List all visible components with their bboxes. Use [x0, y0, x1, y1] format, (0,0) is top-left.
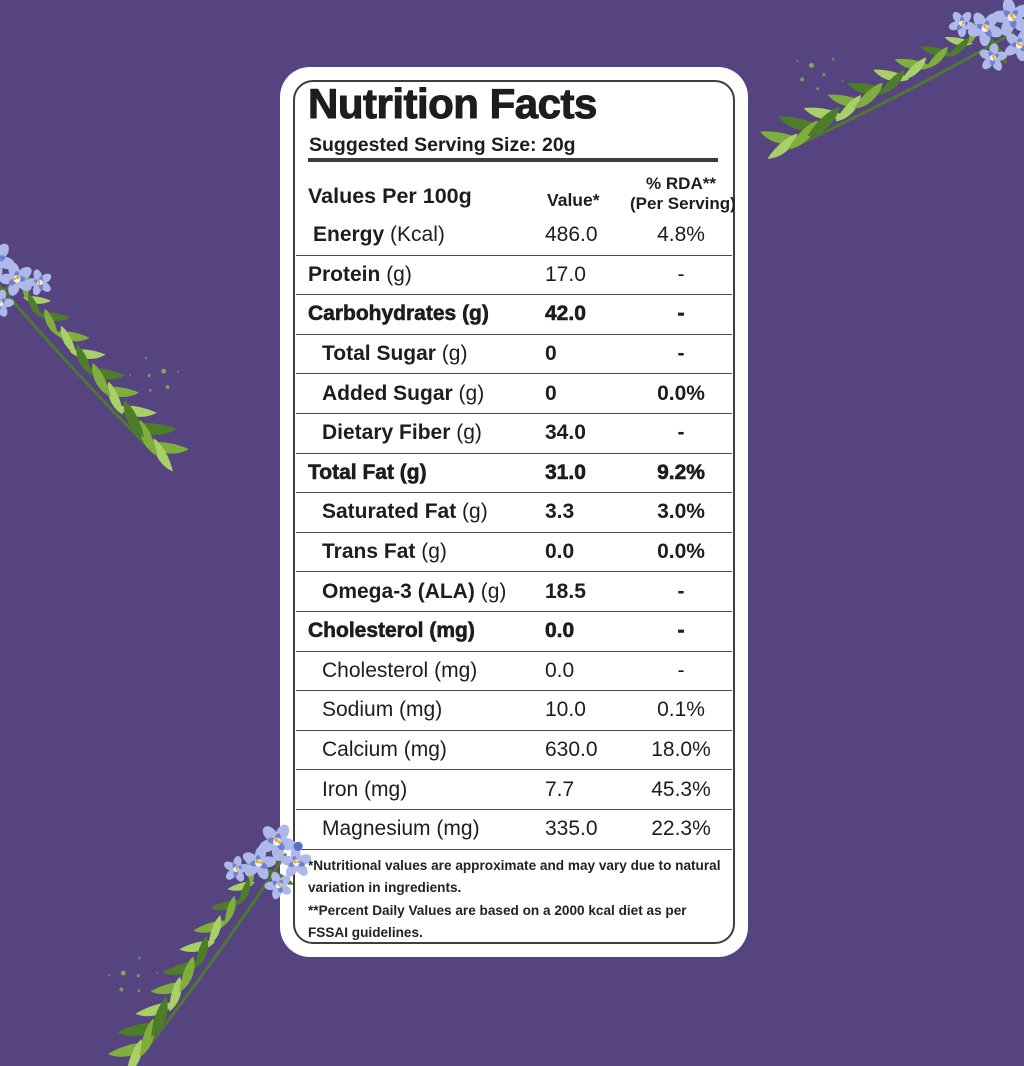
column-header-values-per-100g: Values Per 100g [308, 184, 472, 208]
nutrition-facts-title: Nutrition Facts [308, 80, 598, 127]
row-value: 17.0 [545, 262, 586, 286]
nutrition-facts-card: Nutrition Facts Suggested Serving Size: … [280, 67, 748, 957]
column-header-rda-line1: % RDA** [646, 173, 716, 193]
row-percent-rda: 3.0% [657, 500, 705, 524]
row-percent-rda: 0.0% [657, 381, 705, 405]
row-label: Total Sugar (g) [322, 342, 468, 366]
row-label: Energy (Kcal) [313, 223, 445, 247]
flower-sprig-top-right [782, 0, 1024, 157]
table-row: Sodium (mg) 10.0 0.1% [296, 691, 732, 731]
table-row: Trans Fat (g) 0.0 0.0% [296, 533, 732, 573]
row-value: 0.0 [545, 658, 575, 682]
column-header-rda: % RDA** (Per Serving) [630, 173, 736, 216]
row-label: Carbohydrates (g) [308, 302, 489, 326]
table-row: Cholesterol (mg) 0.0 - [296, 612, 732, 652]
row-value: 486.0 [545, 223, 598, 247]
row-label: Added Sugar (g) [322, 381, 485, 405]
row-value: 0.0 [545, 619, 575, 643]
table-row: Iron (mg) 7.7 45.3% [296, 770, 732, 810]
row-value: 0 [545, 381, 557, 405]
row-value: 335.0 [545, 817, 598, 841]
row-percent-rda: - [677, 302, 685, 326]
row-percent-rda: 0.1% [657, 698, 705, 722]
table-row: Saturated Fat (g) 3.3 3.0% [296, 493, 732, 533]
row-label: Cholesterol (mg) [308, 619, 475, 643]
serving-size: Suggested Serving Size: 20g [309, 134, 576, 156]
row-label: Protein (g) [308, 262, 412, 286]
row-value: 34.0 [545, 421, 586, 445]
table-row: Carbohydrates (g) 42.0 - [296, 295, 732, 335]
row-percent-rda: - [677, 579, 685, 603]
row-label: Trans Fat (g) [322, 540, 447, 564]
row-percent-rda: - [677, 342, 685, 366]
row-value: 42.0 [545, 302, 586, 326]
card-inner-border [293, 80, 735, 944]
row-percent-rda: 0.0% [657, 540, 705, 564]
row-percent-rda: - [677, 658, 685, 682]
row-percent-rda: - [677, 262, 685, 286]
table-row: Total Sugar (g) 0 - [296, 335, 732, 375]
row-label: Cholesterol (mg) [322, 658, 478, 682]
table-row: Total Fat (g) 31.0 9.2% [296, 454, 732, 494]
row-percent-rda: - [677, 619, 685, 643]
row-percent-rda: 45.3% [651, 777, 711, 801]
row-label: Calcium (mg) [322, 738, 447, 762]
row-value: 3.3 [545, 500, 575, 524]
table-row: Added Sugar (g) 0 0.0% [296, 374, 732, 414]
row-percent-rda: 9.2% [657, 460, 705, 485]
table-row: Magnesium (mg) 335.0 22.3% [296, 810, 732, 850]
row-value: 0.0 [545, 540, 575, 564]
column-header-value: Value* [547, 190, 600, 210]
row-percent-rda: - [677, 421, 685, 445]
row-percent-rda: 4.8% [657, 223, 705, 247]
table-row: Protein (g) 17.0 - [296, 256, 732, 296]
footnote-nutritional-values: *Nutritional values are approximate and … [308, 858, 721, 896]
table-row: Cholesterol (mg) 0.0 - [296, 652, 732, 692]
row-label: Dietary Fiber (g) [322, 421, 482, 445]
row-value: 18.5 [545, 579, 586, 603]
row-value: 31.0 [545, 460, 586, 485]
row-percent-rda: 22.3% [651, 817, 711, 841]
footnote-percent-daily-values: **Percent Daily Values are based on a 20… [308, 902, 687, 941]
row-percent-rda: 18.0% [651, 738, 711, 762]
row-value: 7.7 [545, 777, 575, 801]
row-value: 630.0 [545, 738, 598, 762]
header-rule [308, 158, 718, 162]
row-value: 10.0 [545, 698, 586, 722]
row-label: Magnesium (mg) [322, 817, 480, 841]
row-label: Sodium (mg) [322, 698, 443, 722]
nutrition-table-body: Energy (Kcal) 486.0 4.8% Protein (g) 17.0- Ca… [296, 216, 732, 850]
flower-sprig-left-middle [0, 230, 215, 465]
table-row: Calcium (mg) 630.0 18.0% [296, 731, 732, 771]
row-value: 0 [545, 342, 557, 366]
table-row: Omega-3 (ALA) (g) 18.5 - [296, 572, 732, 612]
table-header: Values Per 100g Value* % RDA** (Per Serv… [296, 164, 736, 216]
table-row: Dietary Fiber (g) 34.0 - [296, 414, 732, 454]
row-label: Total Fat (g) [308, 460, 427, 485]
row-label: Iron (mg) [322, 777, 408, 801]
footnotes: *Nutritional values are approximate and … [308, 855, 726, 945]
row-label: Omega-3 (ALA) (g) [322, 579, 507, 603]
row-label: Saturated Fat (g) [322, 500, 488, 524]
column-header-rda-line2: (Per Serving) [630, 193, 736, 213]
table-row: Energy (Kcal) 486.0 4.8% [296, 216, 732, 256]
